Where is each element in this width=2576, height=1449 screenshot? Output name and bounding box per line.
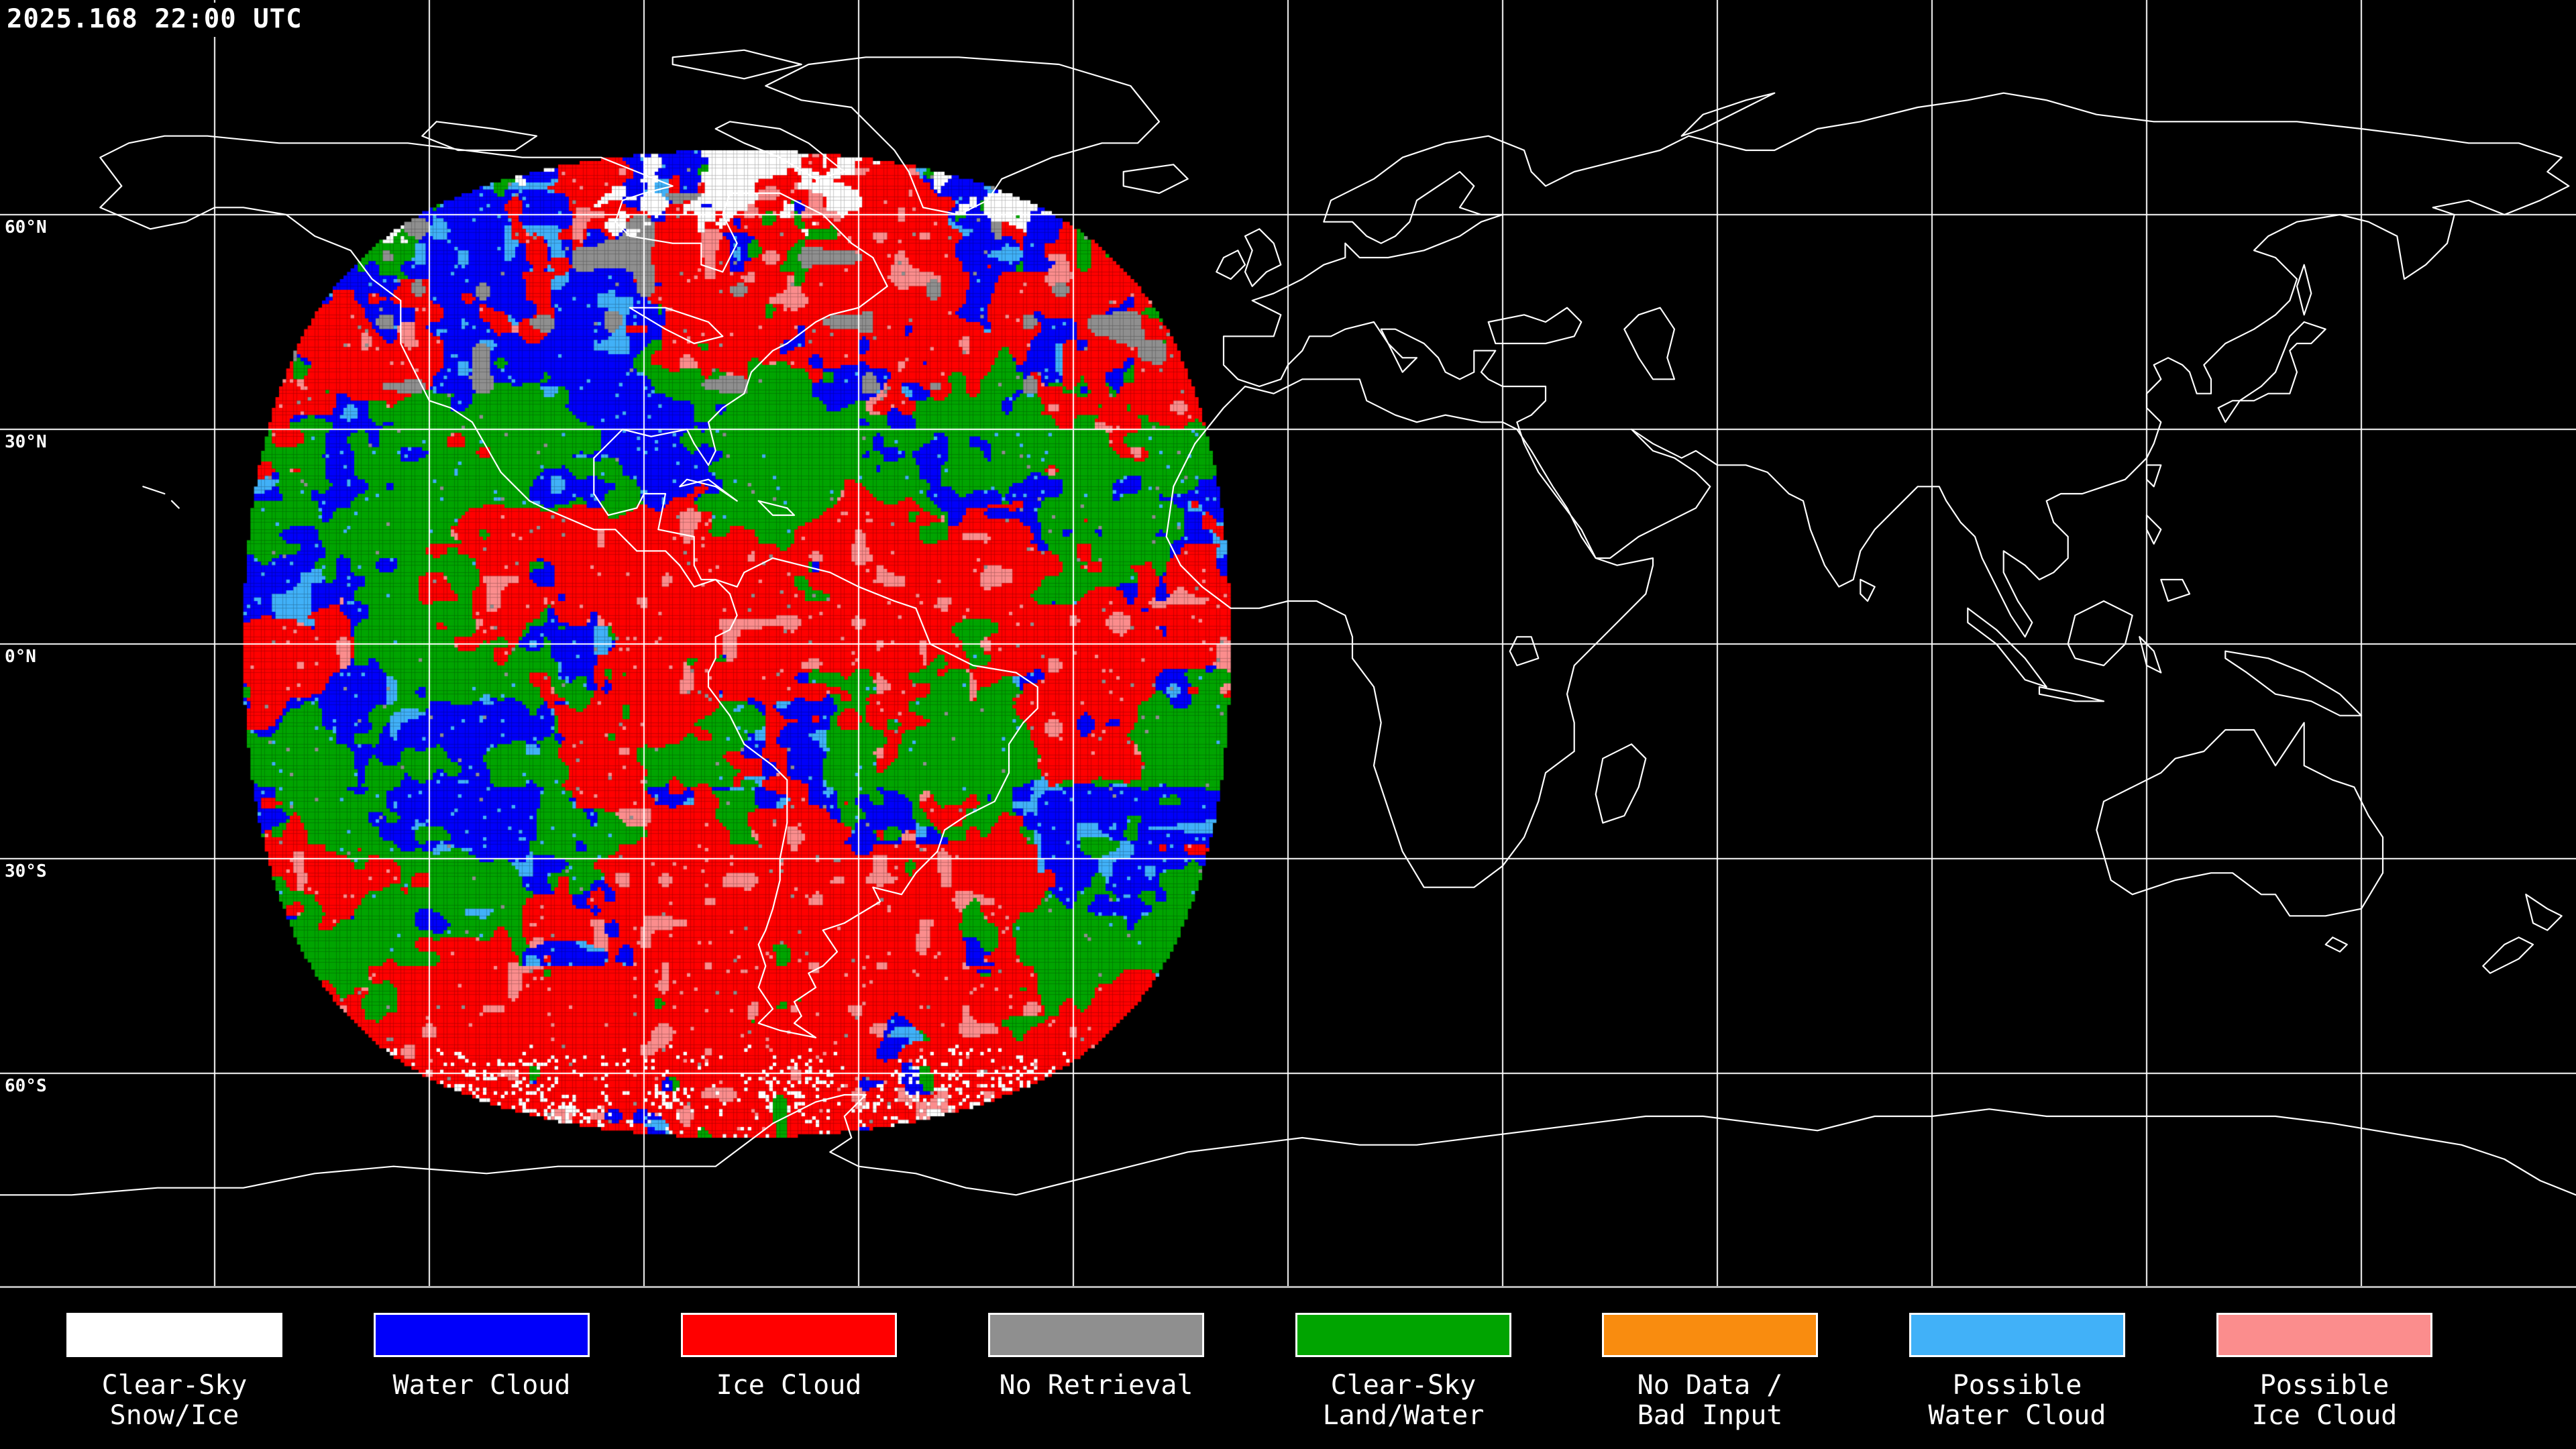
legend-item-clear-sky-snow-ice: Clear-Sky Snow/Ice	[20, 1313, 329, 1431]
legend-label-line2: Ice Cloud	[2251, 1400, 2398, 1431]
legend-label-line1: Water Cloud	[392, 1370, 571, 1401]
legend-swatch-clear-sky-snow-ice	[66, 1313, 282, 1357]
legend-item-ice-cloud: Ice Cloud	[635, 1313, 943, 1431]
legend-item-possible-ice-cloud: Possible Ice Cloud	[2170, 1313, 2479, 1431]
lat-label-30n: 30°N	[5, 432, 47, 452]
legend-label-line2: Snow/Ice	[109, 1400, 239, 1431]
legend-label-line1: No Data /	[1637, 1370, 1783, 1401]
legend-label-line1: Clear-Sky	[1330, 1370, 1477, 1401]
legend-label-line1: Ice Cloud	[716, 1370, 862, 1401]
legend-label: Ice Cloud	[635, 1371, 943, 1431]
legend-label: Possible Ice Cloud	[2170, 1371, 2479, 1431]
legend-swatch-possible-water-cloud	[1909, 1313, 2125, 1357]
legend-label-line2: Land/Water	[1322, 1400, 1485, 1431]
legend-label: Possible Water Cloud	[1863, 1371, 2171, 1431]
legend-item-no-data-bad-input: No Data / Bad Input	[1556, 1313, 1864, 1431]
legend-label-line1: Possible	[1952, 1370, 2082, 1401]
legend-label-line1: No Retrieval	[999, 1370, 1193, 1401]
legend-label: No Data / Bad Input	[1556, 1371, 1864, 1431]
legend-label: No Retrieval	[942, 1371, 1250, 1431]
lat-label-60s: 60°S	[5, 1076, 47, 1096]
legend-label-line2	[942, 1401, 1250, 1431]
lat-label-60n: 60°N	[5, 217, 47, 237]
legend: Clear-Sky Snow/Ice Water Cloud Ice Cloud…	[0, 1288, 2576, 1449]
legend-label-line2: Water Cloud	[1928, 1400, 2106, 1431]
legend-label-line2	[635, 1401, 943, 1431]
legend-label: Water Cloud	[327, 1371, 636, 1431]
coastlines-path	[0, 49, 2576, 1196]
legend-item-no-retrieval: No Retrieval	[942, 1313, 1250, 1431]
lat-label-30s: 30°S	[5, 861, 47, 881]
timestamp-label: 2025.168 22:00 UTC	[4, 3, 312, 37]
legend-swatch-no-retrieval	[988, 1313, 1204, 1357]
legend-label: Clear-Sky Snow/Ice	[20, 1371, 329, 1431]
legend-label-line2	[327, 1401, 636, 1431]
legend-label-line2: Bad Input	[1637, 1400, 1783, 1431]
legend-swatch-clear-sky-land-water	[1295, 1313, 1511, 1357]
legend-item-possible-water-cloud: Possible Water Cloud	[1863, 1313, 2171, 1431]
legend-swatch-water-cloud	[374, 1313, 590, 1357]
legend-label: Clear-Sky Land/Water	[1249, 1371, 1558, 1431]
legend-item-water-cloud: Water Cloud	[327, 1313, 636, 1431]
lat-label-0n: 0°N	[5, 647, 36, 667]
legend-swatch-possible-ice-cloud	[2216, 1313, 2432, 1357]
legend-label-line1: Clear-Sky	[101, 1370, 248, 1401]
legend-swatch-no-data-bad-input	[1602, 1313, 1818, 1357]
legend-item-clear-sky-land-water: Clear-Sky Land/Water	[1249, 1313, 1558, 1431]
coastlines-svg	[0, 49, 2576, 1196]
world-map: 2025.168 22:00 UTC 60°N 30°N 0°N 30°S 60…	[0, 0, 2576, 1288]
legend-label-line1: Possible	[2259, 1370, 2390, 1401]
legend-swatch-ice-cloud	[681, 1313, 897, 1357]
